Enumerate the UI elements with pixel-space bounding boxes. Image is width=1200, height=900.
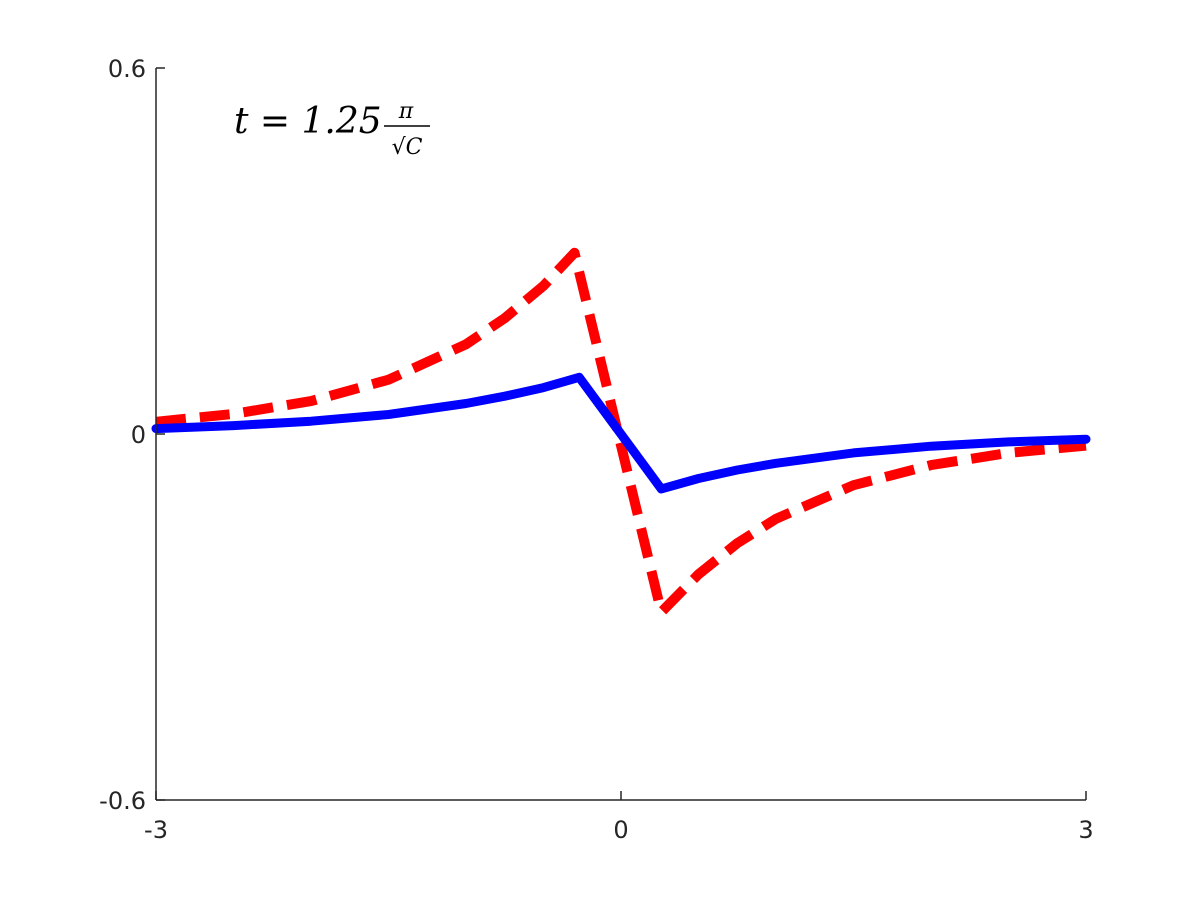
annotation: t = 1.25 π √C <box>234 99 430 160</box>
x-tick-label: -3 <box>144 816 168 844</box>
y-tick-label: 0.6 <box>108 55 146 83</box>
series-line <box>151 372 1091 494</box>
plot-area <box>151 247 1091 618</box>
y-tick-label: 0 <box>131 421 146 449</box>
x-tick-label: 0 <box>613 816 628 844</box>
series-line <box>155 247 1087 618</box>
y-tick-label: -0.6 <box>99 787 146 815</box>
annotation-denominator: √C <box>392 135 423 160</box>
annotation-prefix: t = 1.25 <box>234 101 382 142</box>
x-tick-label: 3 <box>1078 816 1093 844</box>
annotation-numerator: π <box>398 99 414 124</box>
